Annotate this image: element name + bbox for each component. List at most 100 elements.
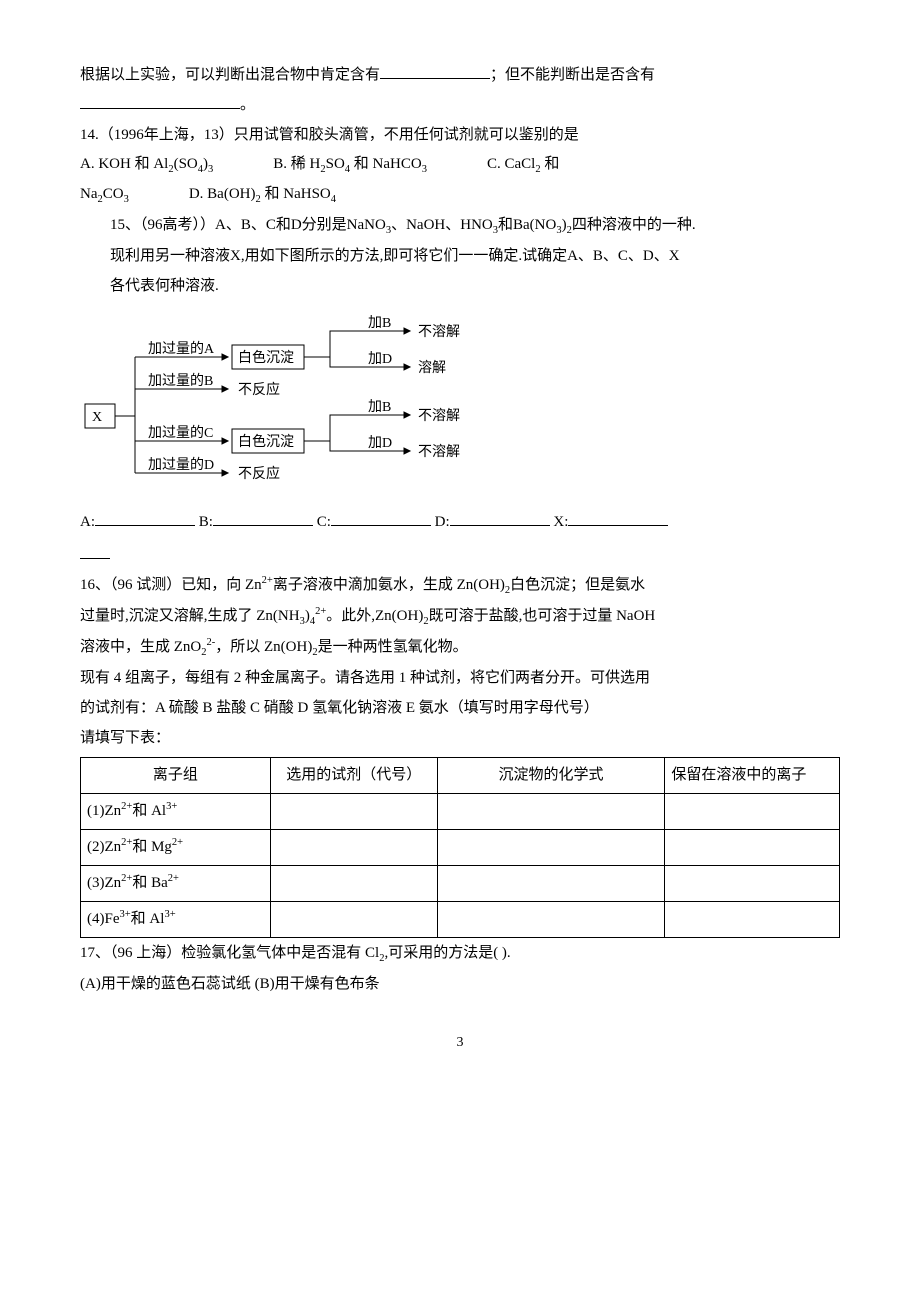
fill-A: A:	[80, 514, 95, 530]
sub: 4	[331, 194, 336, 205]
table-row: (3)Zn2+和 Ba2+	[81, 865, 840, 901]
intro-line2: 。	[80, 90, 840, 120]
undis-2: 不溶解	[418, 408, 460, 424]
cell	[270, 865, 437, 901]
sup: 2+	[315, 606, 326, 617]
q15-stem3: 各代表何种溶液.	[80, 271, 840, 301]
q16-l4: 现有 4 组离子，每组有 2 种金属离子。请各选用 1 种试剂，将它们两者分开。…	[80, 663, 840, 693]
q14-options-row2: Na2CO3 D. Ba(OH)2 和 NaHSO4	[80, 180, 840, 210]
q16-l1a: 16、（96 试测）已知，向 Zn	[80, 577, 262, 593]
q17-l1a: 17、（96 上海）检验氯化氢气体中是否混有 Cl	[80, 945, 379, 961]
flowchart-svg: X 加过量的A 加过量的B 加过量的C 加过量的D 白色沉淀 不反应 白色沉淀 …	[80, 309, 600, 489]
q15-a: 15、（96高考））A、B、C和D分别是NaNO	[110, 217, 386, 233]
blank-tail	[80, 541, 110, 559]
sub: 4	[310, 616, 315, 627]
sup: 2+	[121, 837, 132, 848]
q15-b: 、NaOH、HNO	[391, 217, 493, 233]
r1b: 和 Al	[132, 803, 166, 819]
fill-X: X:	[553, 514, 568, 530]
sup: 2+	[262, 575, 273, 586]
q14-stem: 14.（1996年上海，13）只用试管和胶头滴管，不用任何试剂就可以鉴别的是	[80, 120, 840, 150]
page-number: 3	[80, 1029, 840, 1057]
q16-l2: 过量时,沉淀又溶解,生成了 Zn(NH3)42+。此外,Zn(OH)2既可溶于盐…	[80, 601, 840, 632]
cell	[437, 865, 665, 901]
q15-stem2: 现利用另一种溶液X,用如下图所示的方法,即可将它们一一确定.试确定A、B、C、D…	[80, 241, 840, 271]
sup: 3+	[164, 909, 175, 920]
cell	[437, 901, 665, 937]
q16-l3a: 溶液中，生成 ZnO	[80, 639, 201, 655]
q16-l2d: 既可溶于盐酸,也可溶于过量 NaOH	[429, 608, 656, 624]
q14-D-mid: 和 NaHSO	[261, 186, 331, 202]
r3b: 和 Ba	[132, 875, 167, 891]
q14-B-mid2: 和 NaHCO	[350, 156, 422, 172]
sup: 2+	[121, 873, 132, 884]
q14-D-pre: D. Ba(OH)	[189, 186, 256, 202]
table-row: 离子组 选用的试剂（代号） 沉淀物的化学式 保留在溶液中的离子	[81, 757, 840, 793]
q17-l2: (A)用干燥的蓝色石蕊试纸 (B)用干燥有色布条	[80, 969, 840, 999]
white-precip-1: 白色沉淀	[238, 349, 294, 366]
cell	[270, 829, 437, 865]
sub: 2	[201, 647, 206, 658]
q14-A-pre: A. KOH 和 Al	[80, 156, 168, 172]
r3: (3)Zn2+和 Ba2+	[81, 865, 271, 901]
intro-c: 。	[240, 97, 255, 113]
sub: 3	[422, 164, 427, 175]
q15-fill-line: A: B: C: D: X:	[80, 504, 840, 540]
fill-B: B:	[199, 514, 213, 530]
q14-C2-mid: CO	[103, 186, 124, 202]
cell	[665, 793, 840, 829]
blank-X	[568, 508, 668, 526]
r1: (1)Zn2+和 Al3+	[81, 793, 271, 829]
sup: 3+	[166, 801, 177, 812]
sup: 2+	[168, 873, 179, 884]
fill-D: D:	[435, 514, 450, 530]
noreact-1: 不反应	[238, 381, 280, 398]
r2a: (2)Zn	[87, 839, 121, 855]
th1: 离子组	[81, 757, 271, 793]
intro-b: ；但不能判断出是否含有	[490, 67, 655, 83]
q14-options-row1: A. KOH 和 Al2(SO4)3 B. 稀 H2SO4 和 NaHCO3 C…	[80, 150, 840, 180]
label-X: X	[92, 410, 102, 425]
dissolve-1: 溶解	[418, 360, 446, 376]
q16-l5: 的试剂有：A 硫酸 B 盐酸 C 硝酸 D 氢氧化钠溶液 E 氨水（填写时用字母…	[80, 693, 840, 723]
sup: 2+	[172, 837, 183, 848]
addB-2: 加B	[368, 399, 391, 415]
undis-3: 不溶解	[418, 444, 460, 460]
r3a: (3)Zn	[87, 875, 121, 891]
blank-hascontain	[80, 92, 240, 110]
q16-l2a: 过量时,沉淀又溶解,生成了 Zn(NH	[80, 608, 300, 624]
blank-C	[331, 508, 431, 526]
blank-D	[450, 508, 550, 526]
blank-contains	[380, 62, 490, 80]
cell	[665, 829, 840, 865]
q15-c: 和Ba(NO	[498, 217, 556, 233]
addB-1: 加B	[368, 315, 391, 331]
r4a: (4)Fe	[87, 911, 120, 927]
sup: 2-	[207, 637, 216, 648]
q14-A-post: (SO	[174, 156, 198, 172]
q15-e: 四种溶液中的一种.	[572, 217, 696, 233]
r2: (2)Zn2+和 Mg2+	[81, 829, 271, 865]
brA: 加过量的A	[148, 341, 215, 357]
q16-l6: 请填写下表：	[80, 723, 840, 753]
r4: (4)Fe3+和 Al3+	[81, 901, 271, 937]
brC: 加过量的C	[148, 425, 213, 441]
th3: 沉淀物的化学式	[437, 757, 665, 793]
intro-line: 根据以上实验，可以判断出混合物中肯定含有 ；但不能判断出是否含有	[80, 60, 840, 90]
q14-B-mid: SO	[326, 156, 345, 172]
cell	[270, 901, 437, 937]
q14-B-pre: B. 稀 H	[273, 156, 320, 172]
addD-1: 加D	[368, 351, 392, 367]
th2: 选用的试剂（代号）	[270, 757, 437, 793]
undis-1: 不溶解	[418, 324, 460, 340]
r4b: 和 Al	[131, 911, 165, 927]
q16-table: 离子组 选用的试剂（代号） 沉淀物的化学式 保留在溶液中的离子 (1)Zn2+和…	[80, 757, 840, 938]
intro-a: 根据以上实验，可以判断出混合物中肯定含有	[80, 67, 380, 83]
q16-l1: 16、（96 试测）已知，向 Zn2+离子溶液中滴加氨水，生成 Zn(OH)2白…	[80, 570, 840, 601]
cell	[270, 793, 437, 829]
q17-l1: 17、（96 上海）检验氯化氢气体中是否混有 Cl2,可采用的方法是( ).	[80, 938, 840, 969]
white-precip-2: 白色沉淀	[238, 433, 294, 450]
table-row: (4)Fe3+和 Al3+	[81, 901, 840, 937]
brB: 加过量的B	[148, 373, 213, 389]
q14-C2-pre: Na	[80, 186, 98, 202]
